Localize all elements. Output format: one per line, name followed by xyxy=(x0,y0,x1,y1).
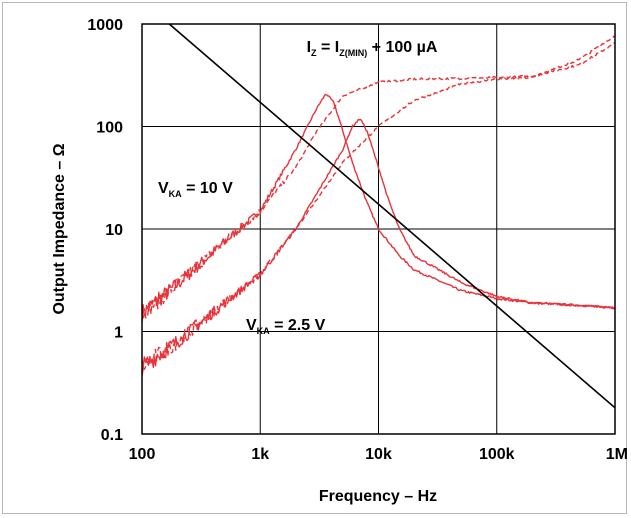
annotation-vka-10v: VKA = 10 V xyxy=(158,180,233,199)
series-line-2 xyxy=(142,42,615,319)
x-tick-label: 100 xyxy=(129,446,156,463)
y-tick-label: 0.1 xyxy=(101,427,123,444)
series-line-5 xyxy=(168,24,615,409)
annotation-iz: IZ = IZ(MIN) + 100 µA xyxy=(307,39,438,58)
annotation-vka-2-5v: VKA = 2.5 V xyxy=(246,317,326,336)
x-tick-labels: 100 1k 10k 100k 1M xyxy=(129,446,628,463)
series-line-4 xyxy=(142,35,615,371)
x-tick-label: 1k xyxy=(251,446,269,463)
y-tick-label: 1000 xyxy=(87,17,123,34)
plot-border xyxy=(141,23,616,435)
y-tick-label: 1 xyxy=(114,325,123,342)
x-tick-label: 100k xyxy=(479,446,515,463)
y-tick-label: 100 xyxy=(96,120,123,137)
x-axis-title: Frequency – Hz xyxy=(319,488,437,505)
x-tick-label: 10k xyxy=(365,446,392,463)
series-layer xyxy=(142,24,615,409)
y-tick-labels: 0.1 1 10 100 1000 xyxy=(87,17,123,444)
x-tick-label: 1M xyxy=(606,446,628,463)
chart-frame xyxy=(2,2,627,514)
y-tick-label: 10 xyxy=(105,222,123,239)
y-axis-title: Output Impedance – Ω xyxy=(51,143,68,314)
